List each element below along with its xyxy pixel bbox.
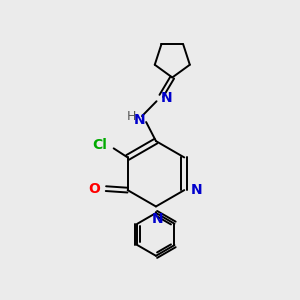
Text: O: O [88,182,100,196]
Text: Cl: Cl [92,138,107,152]
Text: N: N [160,91,172,105]
Text: N: N [134,113,146,127]
Text: N: N [191,183,203,197]
Text: N: N [152,212,163,226]
Text: H: H [127,110,136,123]
